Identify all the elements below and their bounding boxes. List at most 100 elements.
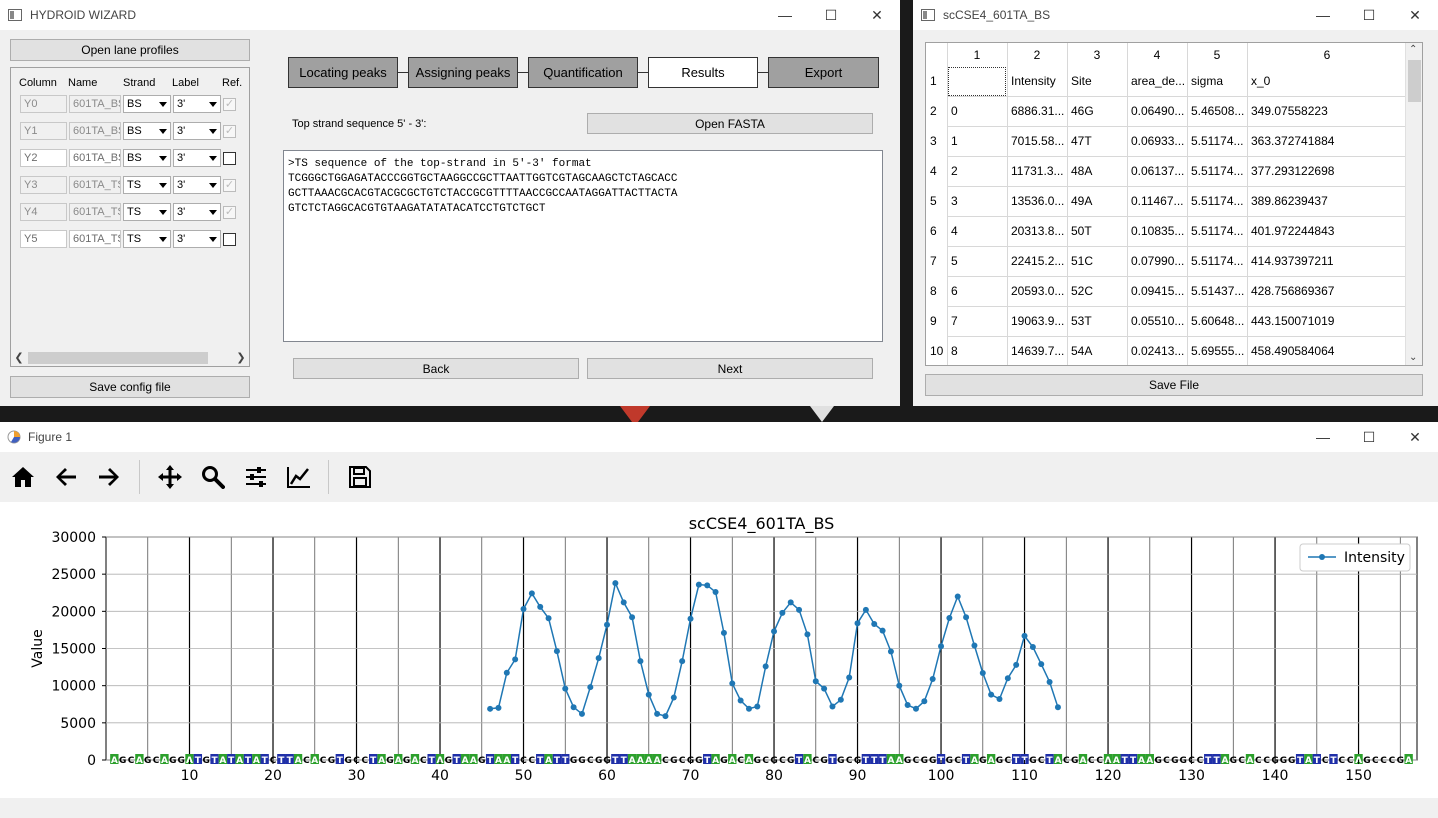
table-cell[interactable]: 48A <box>1071 164 1093 178</box>
data-point[interactable] <box>754 703 761 710</box>
data-point[interactable] <box>787 599 794 606</box>
row-header[interactable]: 10 <box>930 344 944 358</box>
save-icon[interactable] <box>344 462 376 492</box>
data-point[interactable] <box>654 710 661 717</box>
table-cell[interactable]: 0.07990... <box>1131 254 1185 268</box>
data-point[interactable] <box>921 698 928 705</box>
close-icon[interactable]: ✕ <box>871 6 883 23</box>
table-cell[interactable]: 5.51174... <box>1191 194 1244 208</box>
table-cell[interactable]: sigma <box>1191 74 1224 88</box>
data-point[interactable] <box>1029 644 1036 651</box>
maximize-icon[interactable]: ☐ <box>1362 6 1376 23</box>
strand-select[interactable]: TS <box>123 176 171 194</box>
table-cell[interactable]: 377.293122698 <box>1251 164 1335 178</box>
data-point[interactable] <box>879 627 886 634</box>
table-cell[interactable]: 22415.2... <box>1011 254 1065 268</box>
ref-checkbox[interactable]: ✓ <box>223 125 236 138</box>
table-cell[interactable]: 47T <box>1071 134 1092 148</box>
table-cell[interactable]: 0.09415... <box>1131 284 1185 298</box>
data-point[interactable] <box>595 655 602 662</box>
lane-column-field[interactable]: Y0 <box>20 95 67 113</box>
label-select[interactable]: 3' <box>173 95 221 113</box>
data-point[interactable] <box>1038 661 1045 668</box>
table-cell[interactable]: 0.11467... <box>1131 194 1184 208</box>
next-button[interactable]: Next <box>587 358 873 379</box>
table-cell[interactable]: 3 <box>951 194 958 208</box>
pan-icon[interactable] <box>154 462 186 492</box>
data-point[interactable] <box>946 615 953 622</box>
table-cell[interactable]: 6 <box>951 284 958 298</box>
data-point[interactable] <box>971 642 978 649</box>
table-cell[interactable]: 0 <box>951 104 958 118</box>
data-point[interactable] <box>804 631 811 638</box>
lane-name-field[interactable]: 601TA_TS <box>69 230 121 248</box>
table-cell[interactable]: 0.10835... <box>1131 224 1185 238</box>
table-cell[interactable]: 0.05510... <box>1131 314 1185 328</box>
table-cell[interactable]: 5.51174... <box>1191 134 1244 148</box>
column-header[interactable]: 4 <box>1153 48 1161 62</box>
data-point[interactable] <box>996 696 1003 703</box>
data-point[interactable] <box>938 643 945 650</box>
table-cell[interactable]: 54A <box>1071 344 1093 358</box>
home-icon[interactable] <box>7 462 39 492</box>
back-arrow-icon[interactable] <box>50 462 82 492</box>
table-cell[interactable]: 363.372741884 <box>1251 134 1335 148</box>
data-point[interactable] <box>604 621 611 628</box>
lane-column-field[interactable]: Y3 <box>20 176 67 194</box>
strand-select[interactable]: TS <box>123 230 171 248</box>
table-cell[interactable]: 458.490584064 <box>1251 344 1335 358</box>
row-header[interactable]: 5 <box>930 194 937 208</box>
row-header[interactable]: 2 <box>930 104 937 118</box>
table-cell[interactable]: 6886.31... <box>1011 104 1065 118</box>
label-select[interactable]: 3' <box>173 149 221 167</box>
table-cell[interactable]: 5.69555... <box>1191 344 1245 358</box>
lane-column-field[interactable]: Y1 <box>20 122 67 140</box>
ref-checkbox[interactable]: ✓ <box>223 98 236 111</box>
table-cell[interactable]: 5 <box>951 254 958 268</box>
table-cell[interactable]: 1 <box>951 134 958 148</box>
step-locating-peaks[interactable]: Locating peaks <box>288 57 398 88</box>
intensity-chart[interactable]: 050001000015000200002500030000AGCAGCAGGA… <box>0 502 1438 798</box>
table-cell[interactable]: 14639.7... <box>1011 344 1065 358</box>
data-point[interactable] <box>821 685 828 692</box>
table-cell[interactable]: Intensity <box>1011 74 1056 88</box>
data-point[interactable] <box>737 697 744 704</box>
row-header[interactable]: 4 <box>930 164 937 178</box>
scroll-left-icon[interactable]: ❮ <box>14 352 24 364</box>
table-cell[interactable]: 428.756869367 <box>1251 284 1335 298</box>
lane-name-field[interactable]: 601TA_TS <box>69 203 121 221</box>
data-point[interactable] <box>587 684 594 691</box>
data-point[interactable] <box>712 589 719 596</box>
data-point[interactable] <box>963 614 970 621</box>
data-point[interactable] <box>537 603 544 610</box>
data-point[interactable] <box>771 628 778 635</box>
table-cell[interactable]: 11731.3... <box>1011 164 1064 178</box>
data-point[interactable] <box>745 705 752 712</box>
data-point[interactable] <box>762 663 769 670</box>
minimize-icon[interactable]: — <box>778 7 792 23</box>
table-cell[interactable]: 401.972244843 <box>1251 224 1335 238</box>
vertical-scrollbar[interactable]: ⌃ ⌄ <box>1405 43 1422 365</box>
data-point[interactable] <box>679 658 686 665</box>
data-point[interactable] <box>1004 675 1011 682</box>
maximize-icon[interactable]: ☐ <box>1362 428 1376 445</box>
data-point[interactable] <box>620 599 627 606</box>
data-point[interactable] <box>503 669 510 676</box>
strand-select[interactable]: BS <box>123 122 171 140</box>
table-cell[interactable]: 51C <box>1071 254 1094 268</box>
data-point[interactable] <box>662 713 669 720</box>
back-button[interactable]: Back <box>293 358 579 379</box>
sequence-textarea[interactable]: >TS sequence of the top-strand in 5'-3' … <box>283 150 883 342</box>
data-point[interactable] <box>562 685 569 692</box>
scroll-thumb[interactable] <box>1408 60 1421 102</box>
lane-name-field[interactable]: 601TA_BS <box>69 149 121 167</box>
lane-name-field[interactable]: 601TA_BS <box>69 122 121 140</box>
row-header[interactable]: 3 <box>930 134 937 148</box>
table-cell[interactable]: 5.51174... <box>1191 224 1244 238</box>
data-point[interactable] <box>854 620 861 627</box>
open-lane-profiles-button[interactable]: Open lane profiles <box>10 39 250 61</box>
data-point[interactable] <box>779 609 786 616</box>
table-cell[interactable]: 19063.9... <box>1011 314 1065 328</box>
table-cell[interactable]: 0.02413... <box>1131 344 1185 358</box>
data-point[interactable] <box>954 593 961 600</box>
